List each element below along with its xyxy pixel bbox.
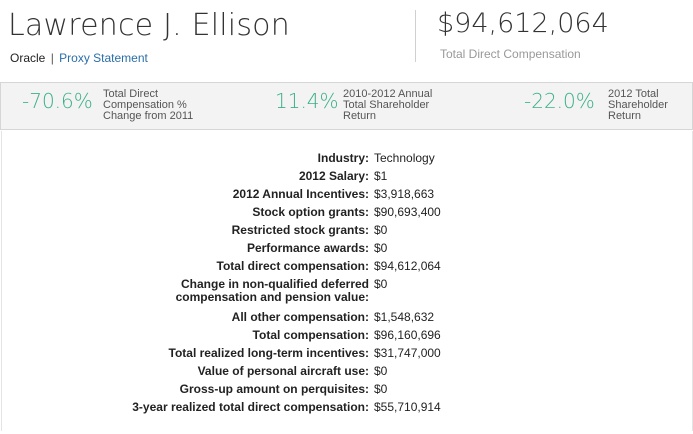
detail-value: $1,548,632: [374, 310, 435, 324]
total-compensation-value: $94,612,064: [437, 8, 609, 39]
detail-value: Technology: [374, 151, 435, 165]
total-compensation-label: Total Direct Compensation: [440, 47, 581, 61]
detail-value: $1: [374, 169, 388, 183]
separator: |: [50, 51, 54, 65]
stats-bar: -70.6% Total Direct Compensation % Chang…: [0, 82, 693, 130]
detail-value: $0: [374, 241, 388, 255]
header-divider: [415, 10, 416, 62]
detail-key: Total compensation:: [252, 328, 369, 342]
detail-key: Total realized long-term incentives:: [168, 346, 369, 360]
detail-value: $0: [374, 223, 388, 237]
stat-label: 2012 Total Shareholder Return: [608, 88, 668, 122]
detail-key: Stock option grants:: [252, 205, 369, 219]
detail-key: Gross-up amount on perquisites:: [179, 382, 369, 396]
detail-value: $94,612,064: [374, 259, 441, 273]
proxy-statement-link[interactable]: Proxy Statement: [59, 51, 148, 65]
stat-label: Total Direct Compensation % Change from …: [103, 88, 194, 122]
detail-value: $0: [374, 277, 388, 291]
detail-value: $0: [374, 364, 388, 378]
detail-value: $3,918,663: [374, 187, 435, 201]
detail-key: 3-year realized total direct compensatio…: [132, 400, 369, 414]
detail-value: $0: [374, 382, 388, 396]
detail-key: Value of personal aircraft use:: [197, 364, 369, 378]
detail-value: $31,747,000: [374, 346, 441, 360]
detail-key: Total direct compensation:: [216, 259, 369, 273]
detail-key: Restricted stock grants:: [231, 223, 369, 237]
detail-value: $55,710,914: [374, 400, 441, 414]
stat-value: -70.6%: [22, 89, 93, 113]
executive-name: Lawrence J. Ellison: [8, 8, 290, 43]
profile-header: Lawrence J. Ellison Oracle | Proxy State…: [0, 0, 693, 82]
detail-key: All other compensation:: [231, 310, 369, 324]
detail-key: 2012 Salary:: [298, 169, 369, 183]
compensation-details: Industry: Technology 2012 Salary: $1 201…: [1, 131, 693, 431]
company-name: Oracle: [10, 51, 46, 65]
detail-value: $96,160,696: [374, 328, 441, 342]
detail-key: Industry:: [317, 151, 369, 165]
detail-key: Change in non-qualified deferred compens…: [175, 277, 369, 304]
stat-value: -22.0%: [524, 89, 595, 113]
detail-key: Performance awards:: [246, 241, 369, 255]
company-line: Oracle | Proxy Statement: [10, 51, 148, 65]
stat-value: 11.4%: [275, 89, 339, 113]
detail-key: 2012 Annual Incentives:: [232, 187, 369, 201]
stat-label: 2010-2012 Annual Total Shareholder Retur…: [343, 88, 433, 122]
detail-value: $90,693,400: [374, 205, 441, 219]
